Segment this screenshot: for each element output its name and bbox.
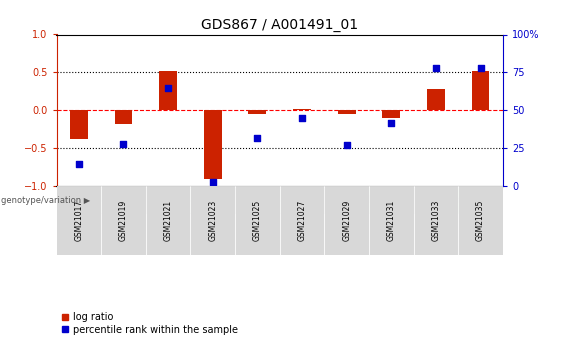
- Text: GSM21031: GSM21031: [387, 200, 396, 242]
- Bar: [56, 188, 146, 213]
- Text: GSM21025: GSM21025: [253, 200, 262, 242]
- Point: [74, 161, 84, 166]
- Bar: [369, 186, 414, 255]
- Point: [297, 115, 306, 121]
- Text: apetala2: apetala2: [169, 195, 212, 205]
- Point: [432, 65, 441, 71]
- Bar: [70, 110, 88, 139]
- Point: [119, 141, 128, 147]
- Bar: [414, 188, 503, 213]
- Bar: [146, 186, 190, 255]
- Text: GSM21027: GSM21027: [298, 200, 306, 242]
- Bar: [235, 188, 324, 213]
- Text: apetala1: apetala1: [80, 195, 123, 205]
- Bar: [458, 186, 503, 255]
- Bar: [338, 110, 355, 114]
- Bar: [146, 188, 235, 213]
- Point: [342, 142, 351, 148]
- Point: [208, 179, 218, 185]
- Bar: [56, 186, 101, 255]
- Bar: [472, 71, 489, 110]
- Bar: [293, 109, 311, 110]
- Text: agamous: agamous: [436, 195, 481, 205]
- Bar: [190, 186, 235, 255]
- Text: GSM21029: GSM21029: [342, 200, 351, 242]
- Bar: [235, 186, 280, 255]
- Text: GSM21017: GSM21017: [75, 200, 83, 242]
- Legend: log ratio, percentile rank within the sample: log ratio, percentile rank within the sa…: [62, 312, 238, 335]
- Text: GSM21033: GSM21033: [432, 200, 440, 242]
- Text: GSM21019: GSM21019: [119, 200, 128, 242]
- Bar: [204, 110, 221, 179]
- Bar: [427, 89, 445, 110]
- Point: [387, 120, 396, 125]
- Text: apetala3: apetala3: [258, 195, 301, 205]
- Bar: [249, 110, 266, 114]
- Point: [164, 85, 173, 90]
- Text: pistillata: pistillata: [348, 195, 390, 205]
- Bar: [115, 110, 132, 124]
- Text: GSM21023: GSM21023: [208, 200, 217, 242]
- Bar: [324, 188, 414, 213]
- Bar: [159, 71, 177, 110]
- Text: GSM21021: GSM21021: [164, 200, 172, 242]
- Bar: [101, 186, 146, 255]
- Text: genotype/variation ▶: genotype/variation ▶: [1, 196, 90, 205]
- Text: GSM21035: GSM21035: [476, 200, 485, 242]
- Point: [253, 135, 262, 140]
- Bar: [414, 186, 458, 255]
- Title: GDS867 / A001491_01: GDS867 / A001491_01: [201, 18, 358, 32]
- Bar: [383, 110, 400, 118]
- Point: [476, 65, 485, 71]
- Bar: [280, 186, 324, 255]
- Bar: [324, 186, 369, 255]
